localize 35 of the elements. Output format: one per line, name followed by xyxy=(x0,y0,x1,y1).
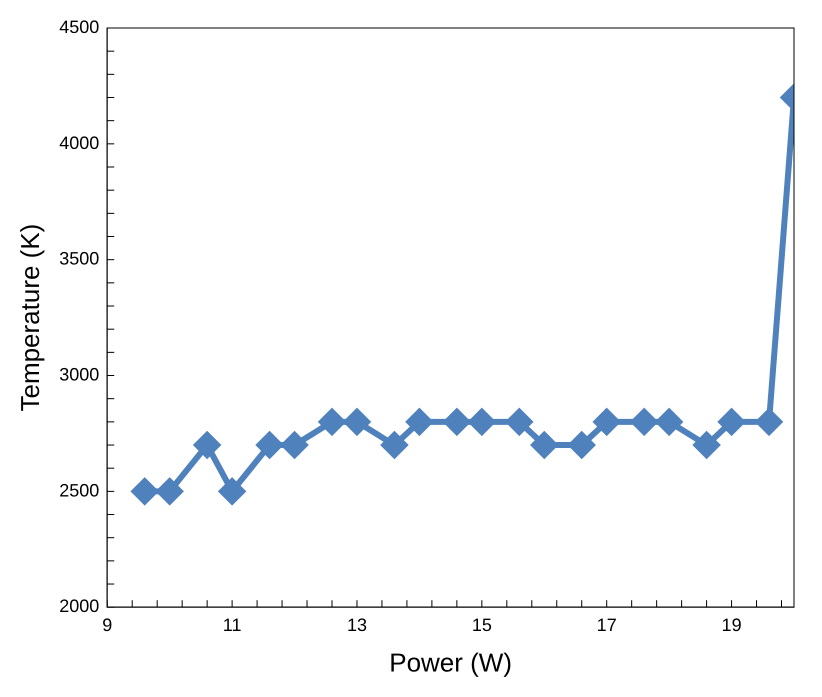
y-tick-label: 4000 xyxy=(59,132,100,153)
y-tick-label: 2000 xyxy=(59,596,100,616)
y-tick-label: 2500 xyxy=(59,480,100,500)
point xyxy=(319,408,345,435)
x-tick-label: 13 xyxy=(346,614,367,635)
point xyxy=(568,432,595,458)
point xyxy=(444,408,470,435)
point xyxy=(219,478,246,504)
y-axis-title: Temperature (K) xyxy=(14,224,45,412)
point xyxy=(256,432,283,458)
x-tick-label: 19 xyxy=(722,614,742,635)
y-tick-label: 3500 xyxy=(59,248,100,269)
point xyxy=(468,408,495,435)
y-tick-label: 3000 xyxy=(59,364,100,384)
x-tick-label: 15 xyxy=(472,614,492,635)
point xyxy=(694,432,720,458)
y-tick-label: 4500 xyxy=(59,16,100,37)
point xyxy=(656,408,682,435)
point xyxy=(718,408,745,435)
point xyxy=(631,408,658,435)
x-tick-label: 9 xyxy=(102,614,112,635)
point xyxy=(132,478,158,504)
point xyxy=(594,408,620,435)
point xyxy=(756,408,782,435)
point xyxy=(406,408,432,435)
point xyxy=(531,432,558,458)
point xyxy=(194,432,220,458)
point xyxy=(506,408,532,435)
point xyxy=(381,432,408,458)
point xyxy=(344,408,370,435)
point xyxy=(282,432,308,458)
x-tick-label: 17 xyxy=(596,614,617,635)
point xyxy=(156,478,183,504)
x-tick-label: 11 xyxy=(222,614,242,635)
x-axis-title: Power (W) xyxy=(389,648,512,678)
